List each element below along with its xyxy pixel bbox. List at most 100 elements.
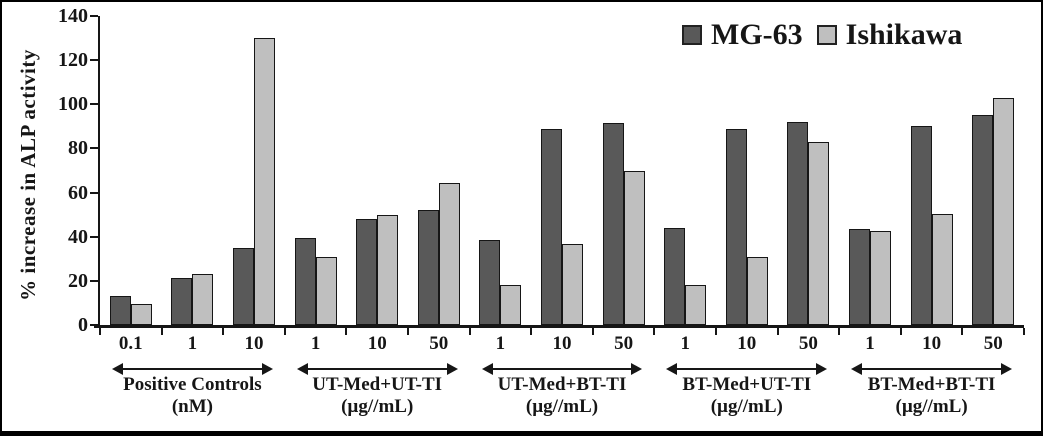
bar-MG-63-BT-Med+BT-TI-10: [910, 126, 932, 325]
legend-swatch-ishikawa: [816, 25, 837, 45]
group-unit-label: (µg//mL): [895, 396, 968, 417]
x-tick-label-dose: 10: [922, 333, 942, 354]
group-label: BT-Med+UT-TI: [682, 374, 812, 395]
y-axis-line: [98, 16, 100, 328]
x-axis-tick-mark: [407, 328, 409, 335]
bar-Ishikawa-Positive-Controls-1: [192, 274, 214, 325]
y-axis-tick-label: 20: [68, 269, 88, 292]
bar-MG-63-BT-Med+BT-TI-1: [849, 228, 870, 325]
bar-MG-63-Positive-Controls-10: [233, 247, 254, 325]
y-axis-tick-mark: [90, 147, 98, 150]
x-axis-tick-mark: [653, 328, 656, 335]
group-label: Positive Controls: [123, 374, 262, 395]
bar-MG-63-UT-Med+BT-TI-50: [602, 123, 624, 325]
group-label: BT-Med+BT-TI: [867, 374, 996, 395]
bar-MG-63-BT-Med+UT-TI-50: [787, 121, 809, 325]
x-tick-label-dose: 1: [310, 333, 321, 354]
x-tick-label-dose: 50: [429, 333, 449, 354]
bar-Ishikawa-UT-Med+BT-TI-10: [562, 244, 583, 325]
y-axis-tick-label: 80: [68, 137, 88, 160]
legend-label-mg63: MG-63: [711, 18, 803, 51]
group-range-arrow: [666, 362, 828, 376]
x-tick-label-dose: 50: [798, 333, 818, 354]
arrow-line: [677, 368, 817, 370]
bar-MG-63-BT-Med+UT-TI-1: [664, 227, 686, 325]
x-axis-line: [94, 325, 1024, 328]
x-tick-label-dose: 10: [244, 333, 264, 354]
arrow-right-head-icon: [446, 363, 458, 375]
group-range-arrow: [481, 362, 643, 376]
bar-MG-63-UT-Med+UT-TI-10: [356, 219, 378, 325]
x-tick-label-dose: 10: [367, 333, 387, 354]
bar-MG-63-UT-Med+BT-TI-1: [479, 240, 501, 325]
arrow-line: [492, 368, 632, 370]
bar-MG-63-Positive-Controls-0.1: [109, 296, 131, 325]
bar-Ishikawa-BT-Med+UT-TI-10: [746, 256, 768, 325]
bar-Ishikawa-BT-Med+UT-TI-50: [808, 141, 830, 325]
x-axis-tick-mark: [591, 328, 594, 335]
x-tick-label-dose: 10: [737, 333, 757, 354]
arrow-right-head-icon: [816, 363, 828, 375]
bar-Ishikawa-Positive-Controls-0.1: [130, 304, 152, 325]
bar-MG-63-Positive-Controls-1: [171, 277, 193, 325]
bar-Ishikawa-UT-Med+BT-TI-50: [623, 170, 645, 325]
arrow-right-head-icon: [261, 363, 273, 375]
bar-MG-63-UT-Med+UT-TI-1: [294, 237, 316, 325]
x-axis-tick-mark: [530, 328, 533, 335]
bar-MG-63-UT-Med+UT-TI-50: [417, 210, 439, 325]
group-label: UT-Med+BT-TI: [497, 374, 627, 395]
y-axis-tick-label: 0: [78, 314, 88, 336]
group-unit-label: (µg//mL): [341, 396, 414, 417]
bar-Ishikawa-BT-Med+BT-TI-1: [870, 231, 891, 325]
arrow-left-head-icon: [112, 363, 123, 375]
x-tick-label-dose: 1: [187, 333, 198, 354]
arrow-line: [862, 368, 1001, 370]
legend-swatch-mg63: [682, 25, 702, 45]
y-axis-tick-label: 60: [68, 181, 88, 204]
arrow-left-head-icon: [481, 363, 493, 375]
arrow-line: [123, 368, 262, 370]
bar-Ishikawa-Positive-Controls-10: [254, 38, 275, 325]
x-axis-tick-mark: [1023, 328, 1025, 335]
legend-entry-mg63: MG-63: [682, 18, 803, 52]
y-axis-tick-label: 140: [58, 5, 88, 27]
x-tick-label-dose: 1: [495, 333, 506, 354]
x-tick-label-dose: 50: [614, 333, 634, 354]
bar-Ishikawa-UT-Med+UT-TI-50: [438, 182, 460, 325]
y-axis-tick-mark: [90, 59, 98, 62]
bar-MG-63-BT-Med+BT-TI-50: [972, 115, 994, 325]
arrow-left-head-icon: [296, 363, 308, 375]
x-axis-tick-mark: [715, 328, 717, 335]
legend-entry-ishikawa: Ishikawa: [816, 18, 962, 52]
y-axis-tick-label: 100: [58, 93, 88, 116]
x-axis-tick-mark: [961, 328, 964, 335]
y-axis-tick-label: 120: [58, 49, 88, 72]
bar-Ishikawa-UT-Med+UT-TI-10: [377, 214, 399, 325]
bar-MG-63-BT-Med+UT-TI-10: [725, 128, 747, 325]
y-axis-tick-mark: [90, 15, 98, 17]
bar-Ishikawa-BT-Med+BT-TI-10: [931, 213, 953, 325]
x-tick-label-dose: 0.1: [118, 333, 143, 354]
group-range-arrow: [851, 362, 1012, 376]
bar-Ishikawa-BT-Med+UT-TI-1: [685, 285, 707, 325]
x-axis-tick-mark: [160, 328, 163, 335]
bar-MG-63-UT-Med+BT-TI-10: [541, 128, 562, 325]
arrow-line: [307, 368, 447, 370]
x-tick-label-dose: 50: [983, 333, 1003, 354]
group-unit-label: (µg//mL): [525, 396, 599, 417]
group-unit-label: (nM): [171, 396, 213, 417]
group-unit-label: (µg//mL): [710, 396, 783, 417]
x-axis-tick-mark: [838, 328, 841, 335]
x-axis-tick-mark: [222, 328, 225, 335]
x-axis-tick-mark: [99, 328, 101, 335]
y-axis-tick-mark: [90, 279, 98, 282]
group-range-arrow: [112, 362, 273, 376]
group-label: UT-Med+UT-TI: [312, 374, 443, 395]
arrow-right-head-icon: [631, 363, 643, 375]
y-axis-tick-label: 40: [68, 225, 88, 248]
x-tick-label-dose: 10: [552, 333, 572, 354]
y-axis-tick-mark: [90, 191, 98, 194]
bar-Ishikawa-UT-Med+UT-TI-1: [315, 256, 337, 325]
x-tick-label-dose: 1: [680, 333, 690, 354]
